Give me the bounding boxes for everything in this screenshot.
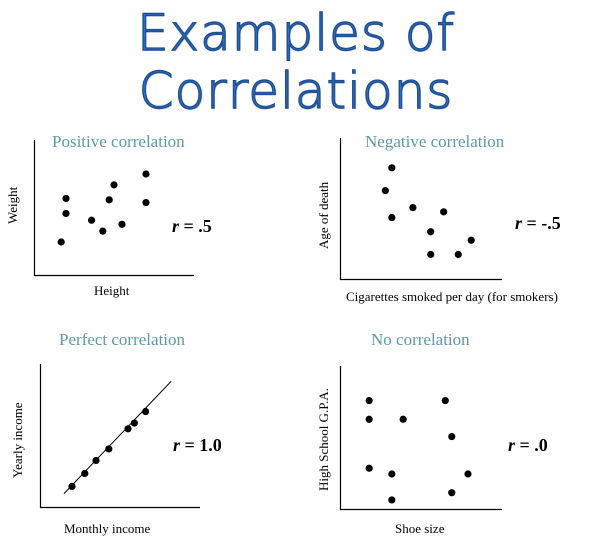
data-point-9 <box>467 236 475 244</box>
data-point-6 <box>105 196 113 204</box>
data-point-4 <box>388 470 396 478</box>
data-point-7 <box>440 208 448 216</box>
data-point-7 <box>110 181 118 189</box>
chart-title: No correlation <box>371 330 470 349</box>
chart-none <box>339 366 502 511</box>
correlation-coefficient: r = -.5 <box>515 213 561 234</box>
data-point-6 <box>399 415 407 423</box>
y-axis-label: Weight <box>5 186 20 224</box>
data-point-1 <box>381 186 389 195</box>
plot-area <box>33 140 194 277</box>
data-point-4 <box>105 445 113 453</box>
data-point-3 <box>365 464 373 472</box>
y-axis-label: Yearly income <box>10 402 25 478</box>
data-point-2 <box>388 164 396 172</box>
x-axis-label: Height <box>94 283 130 298</box>
plot-area <box>39 364 200 509</box>
plot-area <box>339 366 502 511</box>
r-value: = -.5 <box>522 213 561 233</box>
r-value: = 1.0 <box>180 435 222 455</box>
data-point-8 <box>454 250 462 259</box>
r-value: = .5 <box>179 216 212 236</box>
data-point-3 <box>388 213 396 222</box>
data-point-9 <box>142 170 150 178</box>
r-value: = .0 <box>515 435 548 455</box>
data-point-10 <box>142 198 150 207</box>
correlation-coefficient: r = .5 <box>172 216 212 237</box>
chart-title: Negative correlation <box>365 132 505 151</box>
data-point-5 <box>388 496 396 504</box>
data-point-2 <box>365 415 373 423</box>
data-point-2 <box>81 469 89 478</box>
data-point-5 <box>427 228 435 236</box>
chart-positive <box>33 140 194 277</box>
chart-title: Perfect correlation <box>59 330 186 349</box>
plot-area <box>339 138 502 281</box>
x-axis-label: Monthly income <box>64 521 151 536</box>
data-point-3 <box>62 194 70 203</box>
data-point-9 <box>448 489 456 497</box>
data-point-1 <box>57 238 65 246</box>
r-symbol: r <box>173 435 181 455</box>
chart-title: Positive correlation <box>52 132 185 151</box>
r-symbol: r <box>508 435 516 455</box>
correlation-coefficient: r = .0 <box>508 435 548 456</box>
data-point-8 <box>118 220 126 228</box>
trend-line <box>63 380 172 494</box>
data-point-10 <box>464 470 472 478</box>
data-point-6 <box>130 419 138 427</box>
data-point-1 <box>365 396 373 405</box>
data-point-5 <box>99 227 107 235</box>
data-point-4 <box>88 216 96 224</box>
x-axis-label: Cigarettes smoked per day (for smokers) <box>346 289 558 304</box>
y-axis-label: High School G.P.A. <box>316 388 331 491</box>
correlation-coefficient: r = 1.0 <box>173 435 222 456</box>
chart-negative <box>339 138 502 281</box>
data-point-7 <box>441 396 449 405</box>
data-point-6 <box>427 250 435 259</box>
chart-perfect <box>39 364 200 509</box>
data-point-3 <box>92 456 100 465</box>
data-point-2 <box>62 209 70 218</box>
data-point-5 <box>124 425 132 433</box>
data-point-4 <box>409 203 417 212</box>
data-point-1 <box>68 482 76 490</box>
y-axis-label: Age of death <box>316 181 331 249</box>
r-symbol: r <box>515 213 523 233</box>
r-symbol: r <box>172 216 180 236</box>
x-axis-label: Shoe size <box>395 521 445 536</box>
data-point-7 <box>142 407 150 416</box>
main-title: Examples of Correlations <box>136 3 456 120</box>
data-point-8 <box>448 432 456 441</box>
